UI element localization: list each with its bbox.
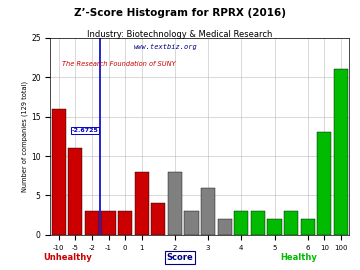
Bar: [68, 148, 82, 235]
Bar: [168, 172, 182, 235]
Bar: [184, 211, 199, 235]
Bar: [201, 188, 215, 235]
Bar: [118, 211, 132, 235]
Bar: [51, 109, 66, 235]
Bar: [102, 211, 116, 235]
Bar: [251, 211, 265, 235]
Text: The Research Foundation of SUNY: The Research Foundation of SUNY: [62, 62, 176, 68]
Text: Z’-Score Histogram for RPRX (2016): Z’-Score Histogram for RPRX (2016): [74, 8, 286, 18]
Bar: [135, 172, 149, 235]
Bar: [234, 211, 248, 235]
Bar: [267, 219, 282, 235]
Bar: [301, 219, 315, 235]
Bar: [317, 132, 331, 235]
Bar: [284, 211, 298, 235]
Bar: [334, 69, 348, 235]
Text: Unhealthy: Unhealthy: [43, 253, 92, 262]
Text: -2.6725: -2.6725: [72, 129, 99, 133]
Bar: [218, 219, 232, 235]
Y-axis label: Number of companies (129 total): Number of companies (129 total): [22, 81, 28, 192]
Text: www.textbiz.org: www.textbiz.org: [134, 44, 198, 50]
Bar: [151, 203, 165, 235]
Text: Industry: Biotechnology & Medical Research: Industry: Biotechnology & Medical Resear…: [87, 30, 273, 39]
Text: Healthy: Healthy: [280, 253, 317, 262]
Text: Score: Score: [167, 253, 193, 262]
Bar: [85, 211, 99, 235]
